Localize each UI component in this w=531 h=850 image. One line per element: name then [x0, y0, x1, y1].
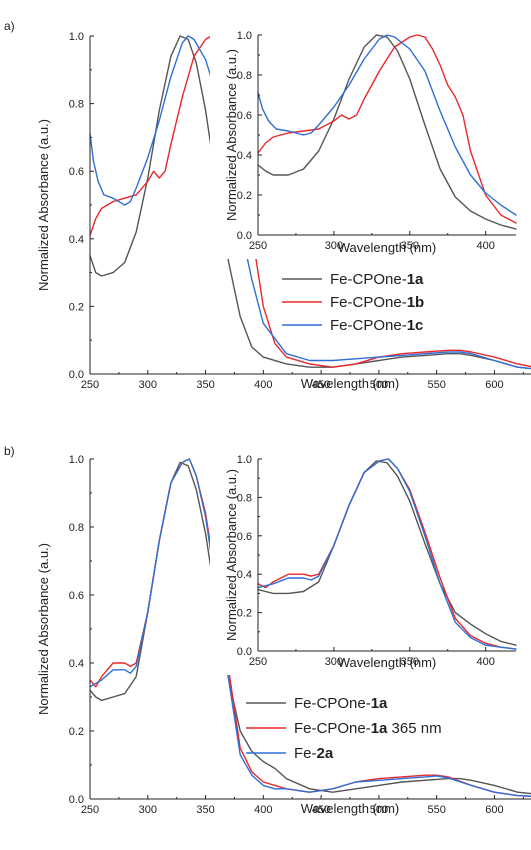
b-main-series-line-3 — [89, 458, 531, 797]
panel-b-main-plot: 2503003504004505005506006507000.00.20.40… — [36, 454, 531, 816]
b-main-legend-label-1-prefix: Fe-CPOne- — [294, 695, 371, 712]
b-main-legend-label-2-compound: 1a — [371, 720, 388, 737]
a-inset-y-tick-label-1: 0.2 — [237, 190, 252, 202]
b-inset-y-axis-title: Normalized Absorbance (a.u.) — [224, 469, 239, 641]
b-main-y-tick-label-4: 0.8 — [69, 522, 84, 534]
a-main-y-tick-label-5: 1.0 — [69, 31, 84, 43]
a-main-x-axis-title: Wavelength (nm) — [301, 376, 400, 391]
a-inset-x-tick-label-2: 350 — [401, 240, 419, 252]
b-main-y-tick-label-3: 0.6 — [69, 590, 84, 602]
b-main-x-tick-label-7: 600 — [485, 804, 503, 816]
a-main-x-tick-label-5: 500 — [370, 379, 388, 391]
b-inset-x-tick-label-2: 350 — [401, 656, 419, 668]
b-inset-y-tick-label-5: 1.0 — [237, 454, 252, 466]
b-main-legend-label-2-prefix: Fe-CPOne- — [294, 720, 371, 737]
b-inset-x-tick-label-1: 300 — [325, 656, 343, 668]
b-inset-series-line-1 — [257, 460, 517, 646]
a-main-x-tick-label-4: 450 — [312, 379, 330, 391]
b-main-y-tick-label-0: 0.0 — [69, 794, 84, 806]
a-main-legend-label-1-compound: 1a — [407, 271, 424, 288]
a-main-legend-label-3-prefix: Fe-CPOne- — [330, 317, 407, 334]
b-main-legend-label-2-suffix: 365 nm — [387, 720, 441, 737]
a-inset-y-tick-label-5: 1.0 — [237, 30, 252, 42]
panel-b-inset-plot: 250 300 350 400 0.0 0.2 0.4 0.6 0.8 1.0 Wavelength… — [210, 447, 520, 675]
a-inset-x-tick-label-1: 300 — [325, 240, 343, 252]
a-inset-series-line-3 — [257, 34, 517, 216]
b-main-x-tick-label-6: 550 — [427, 804, 445, 816]
a-main-y-axis-title: Normalized Absorbance (a.u.) — [36, 119, 51, 291]
a-main-x-tick-label-0: 250 — [81, 379, 99, 391]
a-inset-y-tick-label-4: 0.8 — [237, 70, 252, 82]
b-inset-series-line-3 — [257, 458, 517, 650]
panel-a-main-plot: 2503003504004505005506006507000.00.20.40… — [36, 31, 531, 391]
a-main-y-tick-label-4: 0.8 — [69, 99, 84, 111]
a-main-x-tick-label-1: 300 — [139, 379, 157, 391]
a-main-legend-label-3-compound: 1c — [407, 317, 424, 334]
b-main-x-tick-label-5: 500 — [370, 804, 388, 816]
b-main-y-tick-label-5: 1.0 — [69, 454, 84, 466]
a-main-legend-label-2: Fe-CPOne-1b — [330, 294, 424, 311]
b-main-x-tick-label-2: 350 — [196, 804, 214, 816]
panel-a-letter: a) — [4, 19, 15, 33]
b-main-legend-label-3: Fe-2a — [294, 745, 334, 762]
b-inset-y-tick-label-4: 0.8 — [237, 492, 252, 504]
a-main-y-tick-label-0: 0.0 — [69, 369, 84, 381]
b-main-legend-label-3-compound: 2a — [317, 745, 334, 762]
a-inset-series-line-2 — [257, 34, 517, 224]
a-inset-y-axis-title: Normalized Absorbance (a.u.) — [224, 49, 239, 221]
a-inset-x-axis-title: Wavelength (nm) — [338, 240, 437, 255]
b-main-x-tick-label-3: 400 — [254, 804, 272, 816]
a-main-x-tick-label-3: 400 — [254, 379, 272, 391]
a-inset-y-tick-label-2: 0.4 — [237, 150, 252, 162]
b-main-y-tick-label-1: 0.2 — [69, 726, 84, 738]
b-inset-x-tick-label-0: 250 — [249, 656, 267, 668]
b-inset-inset-background — [210, 447, 520, 675]
b-main-y-axis-title: Normalized Absorbance (a.u.) — [36, 543, 51, 715]
b-inset-x-axis-title: Wavelength (nm) — [338, 655, 437, 670]
b-main-legend-label-1: Fe-CPOne-1a — [294, 695, 388, 712]
b-main-series-line-1 — [89, 461, 531, 795]
panel-a-inset-plot: 250 300 350 400 0.0 0.2 0.4 0.6 0.8 1.0 Wavelength… — [210, 23, 520, 259]
b-inset-y-tick-label-2: 0.4 — [237, 569, 252, 581]
b-main-legend-label-3-prefix: Fe- — [294, 745, 317, 762]
b-inset-y-tick-label-3: 0.6 — [237, 531, 252, 543]
a-main-y-tick-label-3: 0.6 — [69, 166, 84, 178]
a-inset-x-tick-label-0: 250 — [249, 240, 267, 252]
b-main-x-tick-label-1: 300 — [139, 804, 157, 816]
b-main-x-axis-title: Wavelength (nm) — [301, 801, 400, 816]
a-main-x-tick-label-2: 350 — [196, 379, 214, 391]
b-inset-x-tick-label-3: 400 — [476, 656, 494, 668]
b-main-series-line-2 — [89, 458, 531, 797]
a-main-legend-label-2-compound: 1b — [407, 294, 425, 311]
a-main-x-tick-label-6: 550 — [427, 379, 445, 391]
a-main-x-tick-label-7: 600 — [485, 379, 503, 391]
b-main-y-tick-label-2: 0.4 — [69, 658, 84, 670]
b-main-x-tick-label-0: 250 — [81, 804, 99, 816]
a-main-legend-label-1-prefix: Fe-CPOne- — [330, 271, 407, 288]
b-inset-y-tick-label-1: 0.2 — [237, 608, 252, 620]
a-inset-y-tick-label-0: 0.0 — [237, 230, 252, 242]
a-main-y-tick-label-2: 0.4 — [69, 234, 84, 246]
panel-b-letter: b) — [4, 444, 15, 458]
a-inset-x-tick-label-3: 400 — [476, 240, 494, 252]
a-main-y-tick-label-1: 0.2 — [69, 301, 84, 313]
a-inset-series-line-1 — [257, 34, 517, 230]
a-inset-y-tick-label-3: 0.6 — [237, 110, 252, 122]
a-main-series-line-1 — [89, 35, 531, 370]
a-main-legend-label-3: Fe-CPOne-1c — [330, 317, 423, 334]
b-inset-y-tick-label-0: 0.0 — [237, 646, 252, 658]
b-main-legend-label-1-compound: 1a — [371, 695, 388, 712]
a-main-legend-label-2-prefix: Fe-CPOne- — [330, 294, 407, 311]
a-main-legend-label-1: Fe-CPOne-1a — [330, 271, 424, 288]
b-main-x-tick-label-4: 450 — [312, 804, 330, 816]
b-main-legend-label-2: Fe-CPOne-1a 365 nm — [294, 720, 442, 737]
